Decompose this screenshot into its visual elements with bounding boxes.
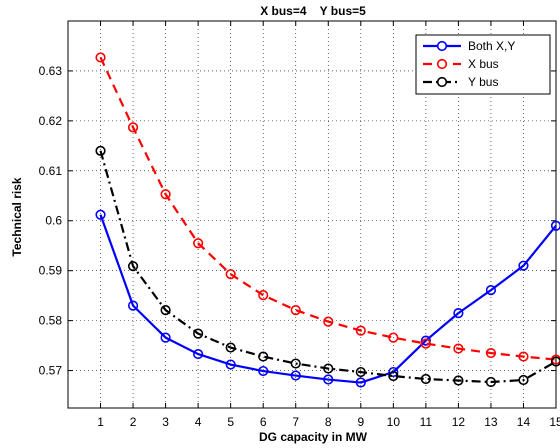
series-2-point (453, 375, 464, 386)
series-1-point (127, 122, 139, 133)
series-0-point (258, 365, 269, 377)
series-2-point (160, 305, 171, 316)
series-0-point (225, 359, 236, 370)
series-0-point (485, 285, 497, 296)
series-2-point (420, 373, 431, 385)
series-1-point (453, 343, 464, 354)
legend-entry-label: Y bus (468, 75, 498, 89)
x-axis-label: DG capacity in MW (259, 430, 368, 444)
series-line-2 (99, 150, 557, 384)
series-2-point (355, 366, 366, 378)
series-1-point (420, 338, 431, 349)
series-1-point (225, 269, 236, 280)
y-tick-label: 0.63 (39, 64, 63, 78)
legend-swatch-marker (436, 58, 448, 70)
y-tick-label: 0.58 (39, 314, 63, 328)
legend: Both X,Y X bus Y bus (415, 34, 551, 95)
legend-swatch-marker (436, 40, 448, 52)
y-tick-label: 0.59 (39, 264, 63, 278)
x-tick-label: 1 (97, 415, 104, 429)
series-0-point (127, 300, 139, 311)
series-0-point (550, 220, 560, 231)
series-0-point (453, 308, 464, 319)
x-tick-label: 10 (387, 415, 401, 429)
series-1-point (95, 52, 106, 63)
series-1-point (485, 347, 497, 359)
legend-swatch-marker (436, 76, 448, 88)
x-tick-label: 2 (130, 415, 137, 429)
series-2-point (127, 261, 139, 272)
legend-entry-label: X bus (468, 57, 499, 71)
y-tick-label: 0.61 (39, 164, 63, 178)
series-0-point (518, 260, 529, 271)
series-0-point (355, 377, 366, 388)
series-2-point (550, 356, 560, 367)
axes-frame (67, 20, 557, 409)
series-2-point (258, 351, 269, 362)
series-1-point (518, 351, 529, 362)
series-1-point (290, 305, 301, 316)
series-0-point (160, 332, 171, 343)
x-tick-label: 15 (549, 415, 560, 429)
series-0-point (193, 348, 204, 360)
series-line-0 (99, 214, 557, 384)
y-axis-label: Technical risk (10, 177, 24, 256)
series-1-point (160, 189, 171, 200)
x-tick-label: 5 (227, 415, 234, 429)
x-tick-label: 3 (162, 415, 169, 429)
y-tick-label: 0.57 (39, 364, 63, 378)
x-tick-label: 11 (420, 415, 433, 429)
series-2-point (323, 363, 334, 374)
x-tick-label: 7 (292, 415, 299, 429)
x-tick-label: 8 (325, 415, 332, 429)
series-0-point (290, 370, 301, 381)
series-1-point (193, 238, 204, 249)
series-2-point (290, 358, 301, 369)
series-2-point (518, 374, 529, 386)
series-0-point (388, 366, 399, 378)
series-2-point (485, 376, 497, 388)
series-0-point (420, 335, 431, 346)
series-0-point (95, 209, 106, 220)
x-tick-label: 14 (517, 415, 531, 429)
x-tick-label: 9 (357, 415, 364, 429)
series-line-1 (99, 56, 557, 361)
chart-title: X bus=4 Y bus=5 (260, 4, 366, 18)
series-2-point (388, 370, 399, 382)
series-0-point (323, 374, 334, 385)
series-1-point (323, 316, 334, 327)
series-1-point (355, 325, 366, 336)
x-tick-label: 12 (452, 415, 466, 429)
series-2-point (95, 145, 106, 156)
series-2-point (193, 328, 204, 339)
x-tick-label: 6 (260, 415, 267, 429)
series-1-point (388, 332, 399, 343)
y-tick-label: 0.62 (39, 114, 63, 128)
x-tick-label: 4 (195, 415, 202, 429)
legend-entry-label: Both X,Y (468, 39, 515, 53)
series-1-point (258, 290, 269, 301)
y-tick-label: 0.6 (45, 214, 62, 228)
x-tick-label: 13 (484, 415, 498, 429)
series-2-point (225, 342, 236, 353)
